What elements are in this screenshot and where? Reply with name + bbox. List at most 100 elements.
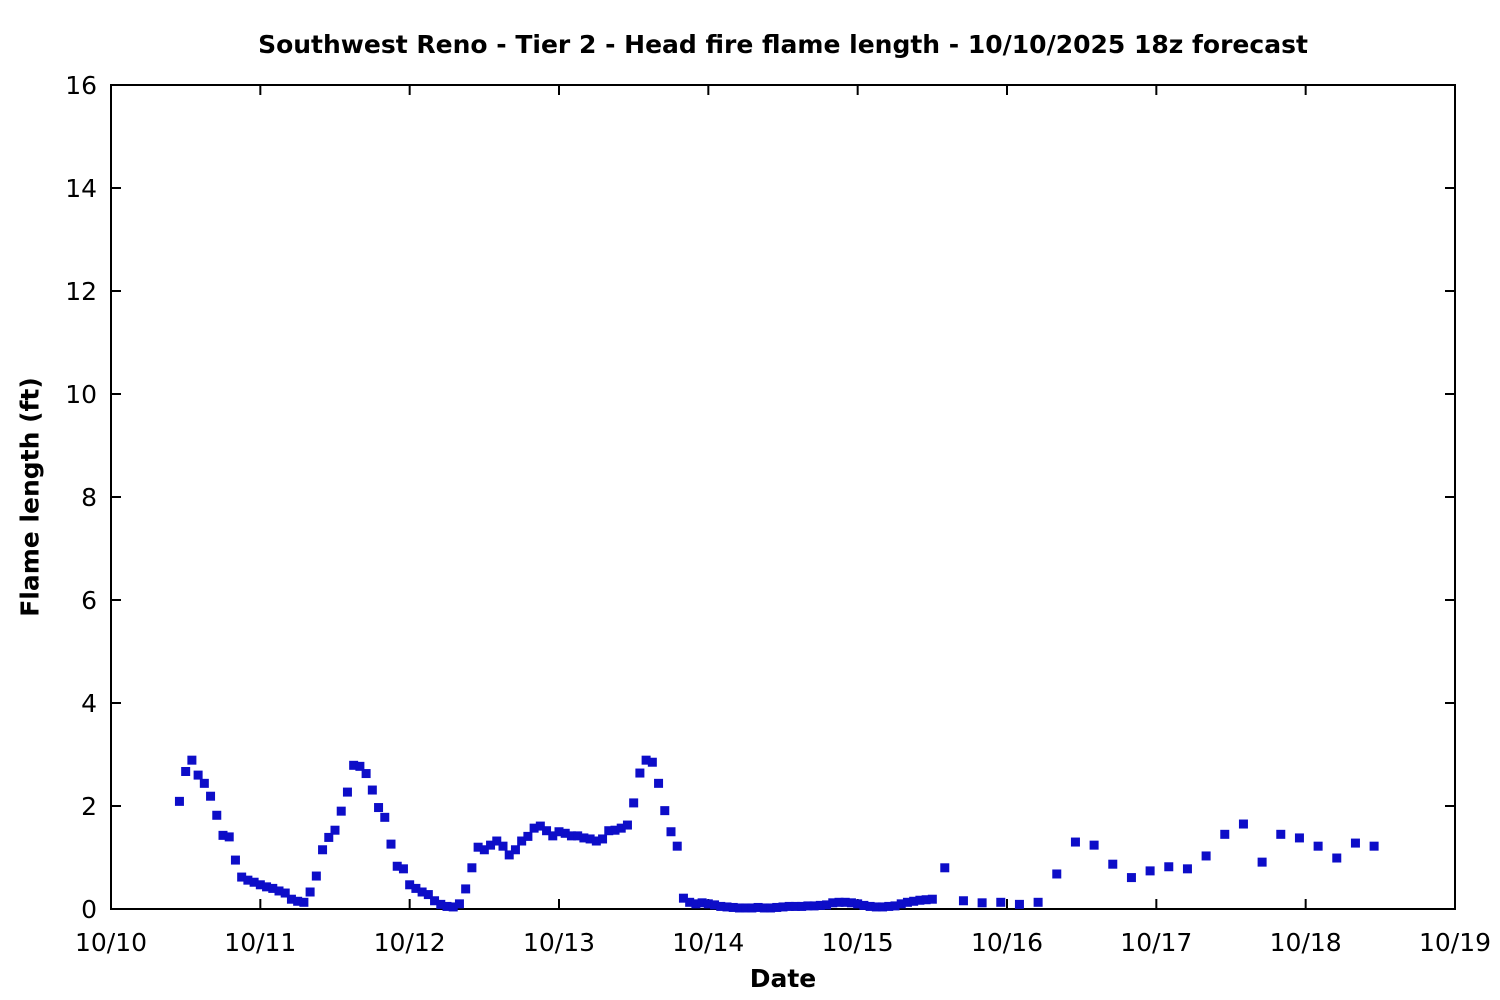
data-point <box>318 845 328 855</box>
data-point <box>486 840 496 850</box>
data-point <box>977 898 987 908</box>
data-point <box>896 899 906 909</box>
data-point <box>797 901 807 911</box>
x-tick-label: 10/17 <box>1120 928 1192 957</box>
data-point <box>535 821 545 831</box>
y-tick-label: 4 <box>81 689 97 718</box>
data-point <box>822 900 832 910</box>
data-point <box>255 880 265 890</box>
data-point <box>249 877 259 887</box>
data-point <box>417 887 427 897</box>
data-point <box>1238 819 1248 829</box>
data-point <box>1257 857 1267 867</box>
data-point <box>815 900 825 910</box>
y-tick-label: 10 <box>65 380 97 409</box>
data-point <box>846 898 856 908</box>
data-point <box>666 827 676 837</box>
y-tick-label: 0 <box>81 895 97 924</box>
data-point <box>1014 899 1024 909</box>
data-point <box>996 897 1006 907</box>
data-point <box>566 831 576 841</box>
data-point <box>610 825 620 835</box>
x-tick-label: 10/10 <box>75 928 147 957</box>
data-point <box>423 890 433 900</box>
data-point <box>454 899 464 909</box>
data-point <box>504 850 514 860</box>
data-point <box>461 884 471 894</box>
data-point <box>274 886 284 896</box>
data-point <box>722 902 732 912</box>
x-tick-label: 10/11 <box>224 928 296 957</box>
data-point <box>523 831 533 841</box>
data-point <box>386 839 396 849</box>
x-tick-label: 10/12 <box>374 928 446 957</box>
data-point <box>629 798 639 808</box>
data-point <box>380 812 390 822</box>
data-point <box>398 864 408 874</box>
data-point <box>685 897 695 907</box>
data-point <box>286 894 296 904</box>
data-point <box>467 863 477 873</box>
data-point <box>1313 841 1323 851</box>
data-point <box>902 897 912 907</box>
data-point <box>716 901 726 911</box>
data-point <box>647 757 657 767</box>
data-point <box>330 825 340 835</box>
data-point <box>374 803 384 813</box>
data-point <box>492 836 502 846</box>
data-point <box>1108 859 1118 869</box>
data-point <box>324 832 334 842</box>
data-point <box>940 863 950 873</box>
data-point <box>803 901 813 911</box>
data-point <box>573 831 583 841</box>
data-point <box>305 887 315 897</box>
data-point <box>212 810 222 820</box>
data-point <box>548 831 558 841</box>
data-point <box>510 845 520 855</box>
data-point <box>1164 862 1174 872</box>
y-tick-label: 16 <box>65 71 97 100</box>
data-point <box>529 823 539 833</box>
data-point <box>218 830 228 840</box>
data-point <box>1332 853 1342 863</box>
data-point <box>660 806 670 816</box>
data-point <box>604 826 614 836</box>
data-point <box>865 901 875 911</box>
data-point <box>542 826 552 836</box>
data-point <box>759 903 769 913</box>
data-point <box>193 770 203 780</box>
data-point <box>1201 851 1211 861</box>
data-point <box>766 903 776 913</box>
data-point <box>654 778 664 788</box>
data-point <box>678 893 688 903</box>
data-point <box>268 883 278 893</box>
data-point <box>591 836 601 846</box>
data-point <box>262 882 272 892</box>
y-tick-label: 2 <box>81 792 97 821</box>
data-point <box>828 898 838 908</box>
data-point <box>293 896 303 906</box>
data-point <box>436 899 446 909</box>
y-tick-label: 12 <box>65 277 97 306</box>
data-point <box>921 895 931 905</box>
y-tick-label: 14 <box>65 174 97 203</box>
data-point <box>311 871 321 881</box>
data-point <box>641 755 651 765</box>
data-point <box>778 902 788 912</box>
data-point <box>1126 873 1136 883</box>
x-tick-label: 10/18 <box>1270 928 1342 957</box>
data-point <box>884 901 894 911</box>
data-point <box>187 755 197 765</box>
data-point <box>703 899 713 909</box>
data-point <box>498 841 508 851</box>
data-point <box>411 883 421 893</box>
data-point <box>479 845 489 855</box>
data-point <box>635 768 645 778</box>
data-point <box>243 875 253 885</box>
data-point <box>809 901 819 911</box>
data-point <box>909 896 919 906</box>
data-point <box>299 897 309 907</box>
data-point <box>206 791 216 801</box>
data-point <box>473 842 483 852</box>
data-point <box>579 833 589 843</box>
